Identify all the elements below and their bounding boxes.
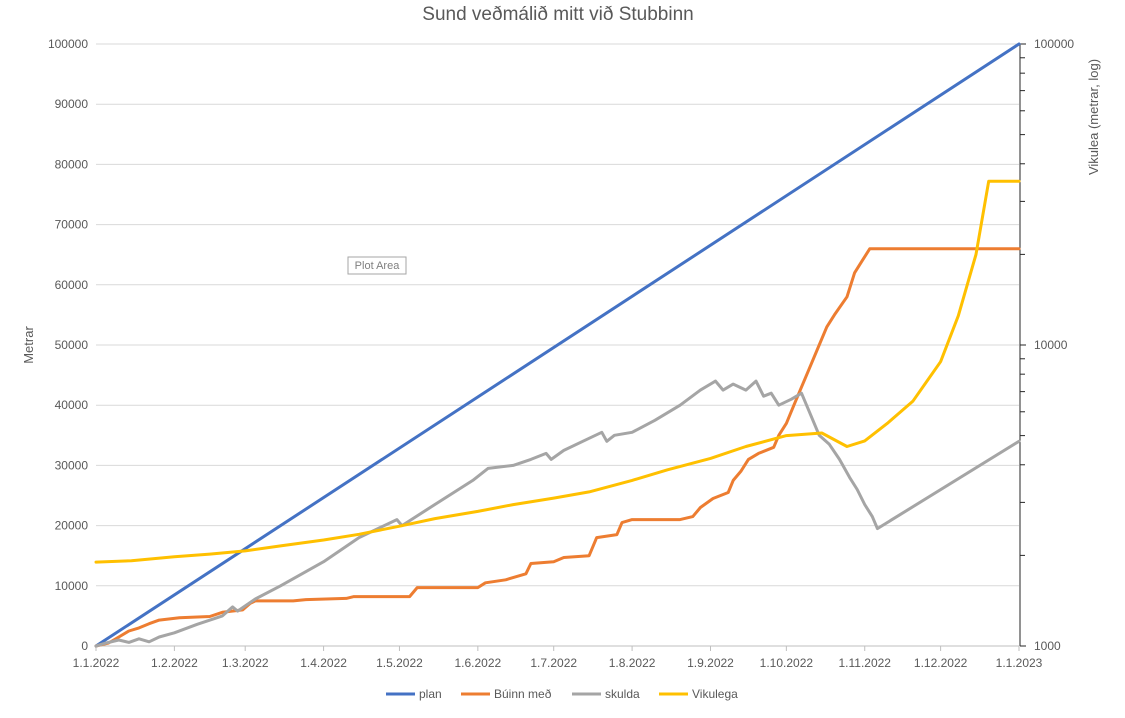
x-tick-label: 1.1.2023 [996,656,1043,670]
plot-area-tooltip: Plot Area [347,256,407,275]
legend: plan Búinn með skulda Vikulega [386,687,738,701]
series-line-0 [94,42,1021,648]
y2-axis-title: Vikulea (metrar, log) [1086,59,1101,175]
x-tick-label: 1.1.2022 [73,656,120,670]
x-tick-label: 1.4.2022 [300,656,347,670]
y-tick-label: 30000 [55,458,89,472]
y2-axis-ticks: 1000 10000 100000 [1020,37,1074,653]
legend-label-2: skulda [605,687,640,701]
y-tick-label: 50000 [55,338,89,352]
x-tick-label: 1.5.2022 [376,656,423,670]
y-tick-label: 80000 [55,157,89,171]
legend-label-1: Búinn með [494,687,552,701]
x-tick-label: 1.2.2022 [151,656,198,670]
x-tick-label: 1.6.2022 [454,656,501,670]
x-tick-label: 1.7.2022 [530,656,577,670]
y-tick-label: 10000 [55,579,89,593]
y-tick-label: 40000 [55,398,89,412]
chart-title: Sund veðmálið mitt við Stubbinn [422,4,693,25]
series-line-2 [94,379,1021,648]
x-tick-label: 1.10.2022 [760,656,814,670]
y2-tick-label: 1000 [1034,639,1061,653]
y-tick-label: 100000 [48,37,88,51]
tooltip-text: Plot Area [355,260,401,272]
x-tick-label: 1.9.2022 [687,656,734,670]
y-tick-label: 70000 [55,218,89,232]
y-tick-label: 60000 [55,278,89,292]
y-tick-label: 0 [81,639,88,653]
tooltip-box [347,256,407,275]
x-tick-label: 1.3.2022 [222,656,269,670]
y2-tick-label: 10000 [1034,338,1068,352]
y-axis-ticks: 0 10000 20000 30000 40000 50000 60000 70000 8000… [48,37,88,653]
y-axis-title: Metrar [21,326,36,364]
x-axis-ticks: 1.1.2022 1.2.2022 1.3.2022 1.4.2022 1.5.2022… [73,646,1043,670]
series-lines [94,42,1021,648]
y-tick-label: 90000 [55,97,89,111]
y2-tick-label: 100000 [1034,37,1074,51]
x-tick-label: 1.8.2022 [609,656,656,670]
x-tick-label: 1.11.2022 [838,656,891,670]
x-tick-label: 1.12.2022 [914,656,968,670]
legend-label-0: plan [419,687,442,701]
series-line-3 [94,179,1021,564]
series-line-1 [94,247,1021,648]
legend-label-3: Vikulega [692,687,738,701]
y-tick-label: 20000 [55,519,89,533]
